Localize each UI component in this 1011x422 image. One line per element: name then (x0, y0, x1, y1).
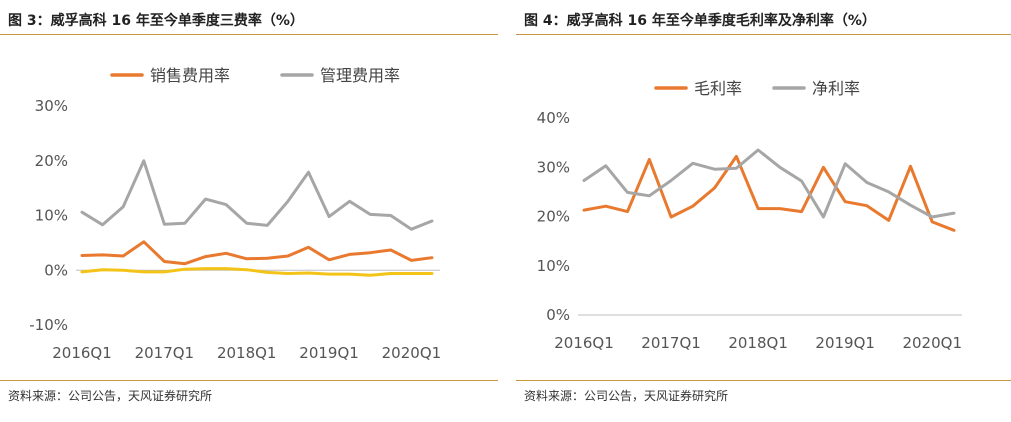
legend-label: 管理费用率 (320, 66, 400, 85)
x-tick-label: 2019Q1 (815, 334, 875, 352)
y-tick-label: 20% (35, 152, 68, 170)
y-tick-label: 10% (35, 207, 68, 225)
x-tick-label: 2017Q1 (135, 344, 195, 362)
x-tick-label: 2019Q1 (299, 344, 359, 362)
chart-sales-admin-expense-ratio: 30% 20% 10% 0% -10% 2016Q1 2017Q1 2018Q1 2019Q1 2… (29, 66, 442, 362)
series-line-0 (80, 240, 434, 266)
y-tick-label: -10% (29, 316, 68, 334)
x-tick-label: 2020Q1 (382, 344, 442, 362)
chart-title-right: 图 4：威孚高科 16 年至今单季度毛利率及净利率（%） (524, 13, 876, 29)
series-line-1 (582, 148, 956, 219)
top-rule-left (0, 34, 498, 35)
legend-label: 销售费用率 (150, 66, 230, 85)
y-tick-label: 10% (537, 257, 570, 275)
bottom-rule-left (0, 380, 498, 381)
x-tick-label: 2017Q1 (641, 334, 701, 352)
x-tick-label: 2016Q1 (52, 344, 112, 362)
x-tick-label: 2018Q1 (217, 344, 277, 362)
chart-panel-right: 图 4：威孚高科 16 年至今单季度毛利率及净利率（%） 40% 30% 20% 10… (516, 0, 1011, 422)
top-rule-right (516, 34, 1011, 35)
bottom-rule-right (516, 380, 1011, 381)
y-tick-label: 40% (537, 109, 570, 127)
x-tick-label: 2020Q1 (902, 334, 962, 352)
y-tick-label: 20% (537, 208, 570, 226)
chart-gross-net-margin: 40% 30% 20% 10% 0% 2016Q1 2017Q1 2018Q1 2019Q1 20… (537, 79, 962, 352)
legend-label: 毛利率 (694, 79, 742, 98)
legend-label: 净利率 (812, 79, 860, 98)
source-note-left: 资料来源：公司公告，天风证券研究所 (8, 389, 213, 403)
series-line-2 (80, 267, 434, 277)
source-note-right: 资料来源：公司公告，天风证券研究所 (524, 389, 729, 403)
series-line-0 (582, 154, 956, 232)
chart-title-left: 图 3：威孚高科 16 年至今单季度三费率（%） (8, 13, 304, 29)
y-tick-label: 30% (35, 97, 68, 115)
series-line-1 (80, 159, 434, 231)
chart-panel-left: 图 3：威孚高科 16 年至今单季度三费率（%） 30% 20% 10% 0% -10%… (0, 0, 498, 422)
x-tick-label: 2018Q1 (728, 334, 788, 352)
x-tick-label: 2016Q1 (554, 334, 614, 352)
y-tick-label: 0% (44, 261, 68, 279)
y-tick-label: 30% (537, 158, 570, 176)
y-tick-label: 0% (546, 306, 570, 324)
